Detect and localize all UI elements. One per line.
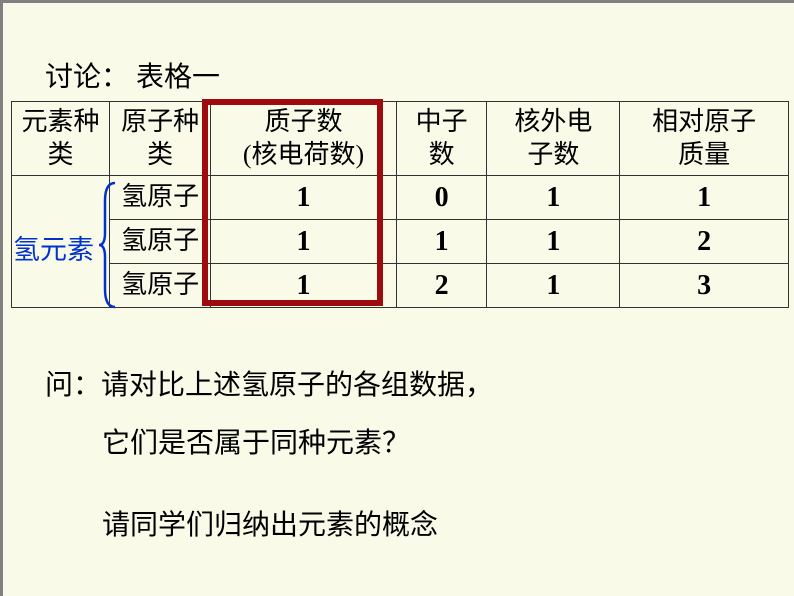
isotope-table: 元素种类 原子种类 质子数(核电荷数) 中子数 核外电子数 相对原子质量 氢原子… bbox=[11, 101, 789, 308]
col-atomic-mass: 相对原子质量 bbox=[620, 102, 789, 176]
title-line: 讨论： 表格一 bbox=[45, 55, 220, 95]
table-row: 氢原子 1 2 1 3 bbox=[12, 264, 789, 308]
cell-mass: 1 bbox=[620, 176, 789, 220]
instruction-line: 请同学们归纳出元素的概念 bbox=[102, 503, 438, 543]
cell-protons: 1 bbox=[211, 264, 397, 308]
cell-neutrons: 2 bbox=[396, 264, 487, 308]
question-line-2: 它们是否属于同种元素？ bbox=[102, 421, 410, 461]
cell-mass: 3 bbox=[620, 264, 789, 308]
hydrogen-element-label: 氢元素 bbox=[13, 228, 96, 267]
cell-electrons: 1 bbox=[487, 176, 620, 220]
isotope-table-wrap: 元素种类 原子种类 质子数(核电荷数) 中子数 核外电子数 相对原子质量 氢原子… bbox=[11, 101, 789, 308]
col-atom-type: 原子种类 bbox=[110, 102, 211, 176]
cell-electrons: 1 bbox=[487, 220, 620, 264]
col-element-type: 元素种类 bbox=[12, 102, 110, 176]
cell-mass: 2 bbox=[620, 220, 789, 264]
cell-protons: 1 bbox=[211, 176, 397, 220]
table-row: 氢原子 1 1 1 2 bbox=[12, 220, 789, 264]
cell-neutrons: 0 bbox=[396, 176, 487, 220]
cell-atom-type: 氢原子 bbox=[110, 176, 211, 220]
table-row: 氢原子 1 0 1 1 bbox=[12, 176, 789, 220]
cell-neutrons: 1 bbox=[396, 220, 487, 264]
cell-electrons: 1 bbox=[487, 264, 620, 308]
cell-atom-type: 氢原子 bbox=[110, 220, 211, 264]
col-neutrons: 中子数 bbox=[396, 102, 487, 176]
cell-protons: 1 bbox=[211, 220, 397, 264]
col-electrons: 核外电子数 bbox=[487, 102, 620, 176]
cell-atom-type: 氢原子 bbox=[110, 264, 211, 308]
col-protons: 质子数(核电荷数) bbox=[211, 102, 397, 176]
question-line-1: 问：请对比上述氢原子的各组数据， bbox=[45, 363, 493, 403]
